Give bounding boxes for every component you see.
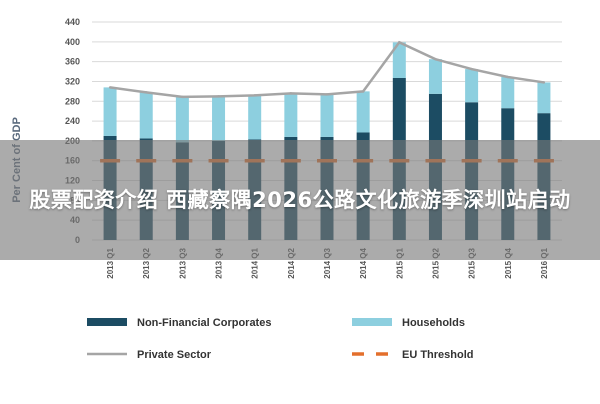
- legend-label: Private Sector: [137, 349, 212, 361]
- x-axis-ticks: 2013 Q1 2013 Q2 2013 Q3 2013 Q4 2014 Q1 2014 …: [106, 247, 549, 278]
- y-tick-label: 360: [65, 57, 80, 67]
- private-sector-point: [325, 93, 329, 96]
- bar-households: [139, 92, 153, 139]
- x-tick-label: 2013 Q2: [142, 247, 151, 278]
- x-tick-label: 2013 Q1: [106, 247, 115, 278]
- y-tick-label: 240: [65, 116, 80, 126]
- bar-households: [248, 95, 262, 140]
- y-tick-label: 400: [65, 37, 80, 47]
- legend-label: EU Threshold: [402, 349, 474, 361]
- private-sector-point: [108, 86, 112, 89]
- bar-households: [537, 82, 551, 114]
- private-sector-point: [145, 91, 148, 94]
- x-tick-label: 2013 Q4: [215, 247, 224, 278]
- bar-households: [320, 94, 334, 137]
- x-tick-label: 2015 Q4: [504, 247, 513, 278]
- private-sector-point: [470, 67, 473, 71]
- bar-households: [465, 69, 479, 103]
- bar-households: [356, 91, 370, 133]
- private-sector-point: [542, 81, 546, 84]
- bar-households: [175, 96, 189, 143]
- x-tick-label: 2015 Q3: [468, 247, 477, 278]
- x-tick-label: 2015 Q2: [431, 247, 440, 278]
- x-tick-label: 2014 Q3: [323, 247, 332, 278]
- private-sector-line: [109, 40, 545, 99]
- y-tick-label: 280: [65, 96, 80, 106]
- headline-text: 股票配资介绍 西藏察隅2026公路文化旅游季深圳站启动: [29, 188, 571, 212]
- private-sector-point: [506, 75, 509, 79]
- bar-households: [392, 42, 406, 78]
- bar-households: [428, 59, 442, 94]
- x-tick-label: 2013 Q3: [178, 247, 187, 278]
- line-layer: [108, 40, 546, 99]
- private-sector-point: [361, 90, 365, 93]
- legend-label: Households: [402, 317, 465, 329]
- bar-households: [284, 93, 298, 137]
- private-sector-point: [398, 41, 401, 44]
- headline-overlay: 股票配资介绍 西藏察隅2026公路文化旅游季深圳站启动: [0, 140, 600, 260]
- private-sector-point: [434, 57, 437, 61]
- y-tick-label: 320: [65, 76, 80, 86]
- legend: Non-Financial Corporates Households Privat…: [87, 317, 474, 361]
- x-tick-label: 2014 Q2: [287, 247, 296, 278]
- x-tick-label: 2014 Q1: [251, 247, 260, 278]
- x-tick-label: 2016 Q1: [540, 247, 549, 278]
- legend-swatch: [352, 318, 392, 326]
- legend-label: Non-Financial Corporates: [137, 317, 271, 329]
- private-sector-point: [217, 95, 220, 98]
- private-sector-point: [289, 92, 293, 95]
- x-tick-label: 2014 Q4: [359, 247, 368, 278]
- private-sector-point: [253, 94, 256, 97]
- private-sector-point: [181, 95, 184, 99]
- bar-households: [212, 96, 226, 141]
- bar-households: [501, 76, 515, 109]
- y-tick-label: 440: [65, 17, 80, 27]
- legend-swatch: [87, 318, 127, 326]
- bar-households: [103, 87, 117, 136]
- x-tick-label: 2015 Q1: [395, 247, 404, 278]
